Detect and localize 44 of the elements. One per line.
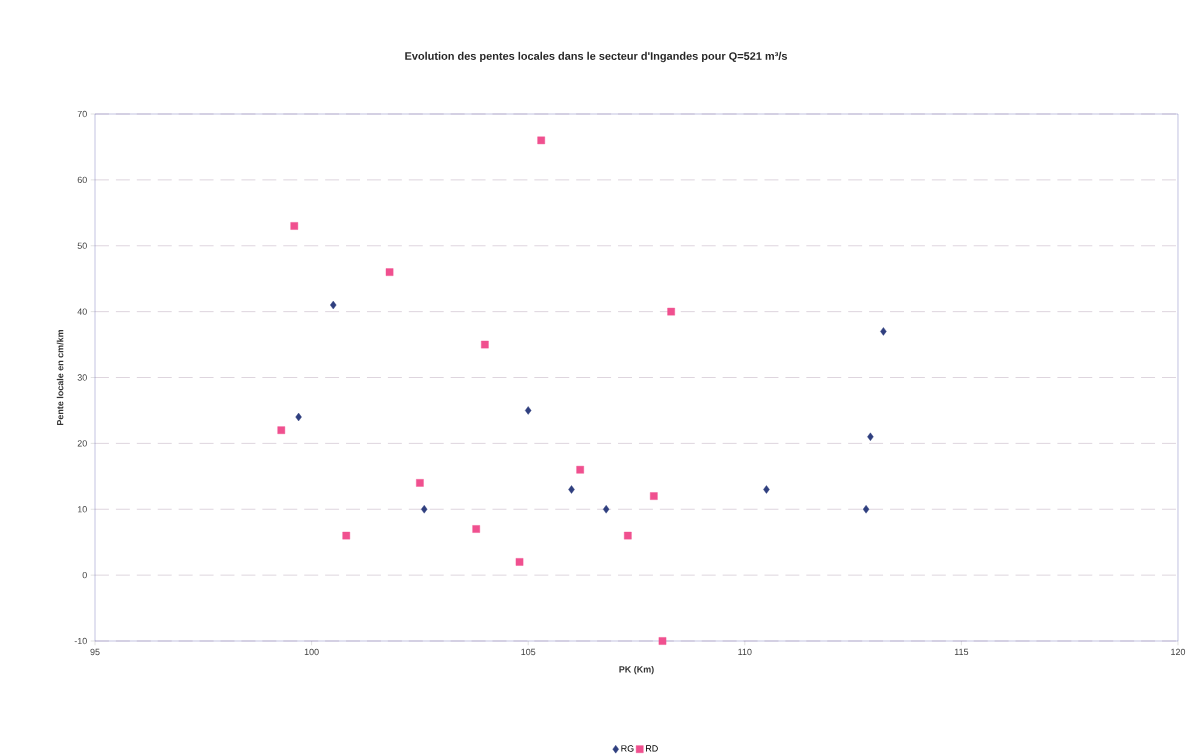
point	[416, 479, 424, 487]
point	[515, 558, 524, 566]
point	[481, 340, 489, 349]
point	[385, 268, 394, 276]
x-tick-label: 105	[521, 648, 536, 656]
y-axis-title: Pente locale en cm/km	[56, 329, 64, 425]
point	[421, 505, 428, 514]
x-tick-label: 100	[304, 648, 319, 656]
point	[537, 136, 545, 145]
point	[568, 485, 575, 494]
point	[525, 406, 532, 415]
y-tick-label: 30	[77, 374, 87, 381]
x-tick-label: 115	[954, 648, 969, 656]
point	[667, 307, 675, 316]
point	[602, 505, 610, 514]
y-tick-label: 20	[77, 440, 87, 447]
legend-label: RG	[621, 745, 634, 752]
y-tick-label: 50	[77, 242, 87, 249]
point	[277, 426, 286, 434]
y-tick-label: 0	[82, 571, 87, 579]
point	[330, 300, 337, 310]
point	[624, 531, 632, 540]
point	[763, 485, 770, 494]
point	[880, 327, 887, 336]
y-tick-label: -10	[74, 637, 87, 645]
x-tick-label: 110	[738, 648, 752, 656]
x-tick-label: 120	[1171, 648, 1186, 656]
y-tick-label: 40	[77, 308, 87, 315]
point	[862, 505, 870, 514]
point	[650, 492, 658, 500]
y-tick-label: 60	[77, 176, 87, 184]
x-tick-label: 95	[90, 648, 100, 656]
point	[576, 465, 584, 474]
x-axis-title: PK (Km)	[619, 665, 654, 675]
chart-title: Evolution des pentes locales dans le secteur d'Ingandes pour Q=521 m³/s	[405, 51, 788, 63]
point	[342, 531, 351, 540]
y-tick-label: 70	[77, 110, 87, 118]
point	[295, 412, 302, 422]
point	[867, 432, 874, 441]
point	[658, 637, 667, 645]
point	[290, 222, 299, 230]
legend-label: RD	[646, 745, 658, 752]
point	[472, 525, 480, 533]
y-tick-label: 10	[77, 506, 87, 513]
